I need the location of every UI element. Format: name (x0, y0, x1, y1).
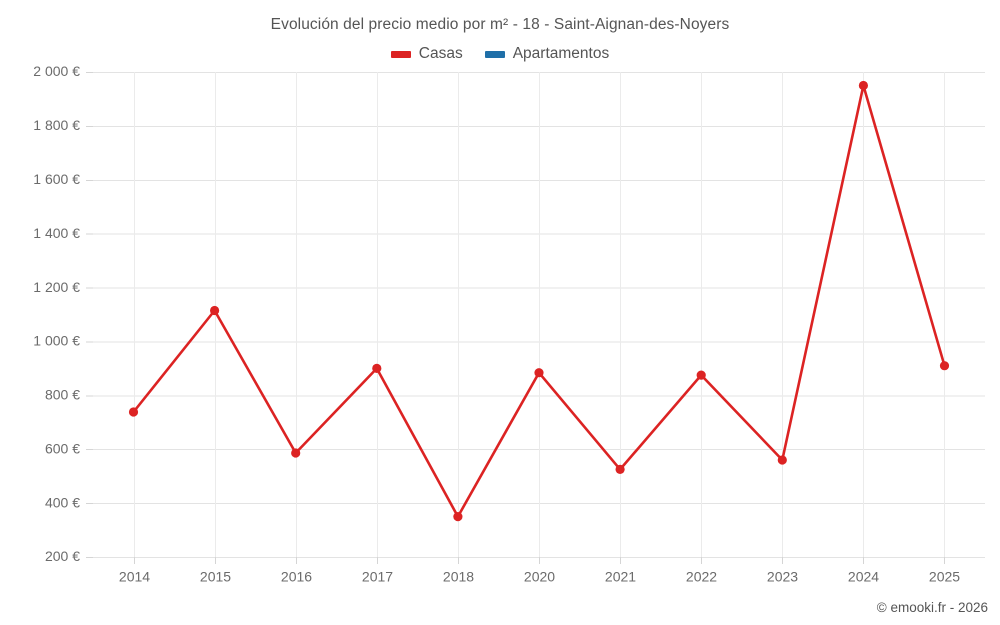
y-axis-tick-label: 400 € (45, 494, 80, 510)
x-axis-tick-label: 2025 (929, 568, 960, 584)
legend-item-casas[interactable]: Casas (390, 45, 463, 63)
data-point-casas[interactable] (291, 448, 301, 458)
x-axis-tick-label: 2021 (605, 568, 636, 584)
legend-item-apartamentos[interactable]: Apartamentos (484, 45, 610, 63)
data-point-casas[interactable] (858, 80, 869, 91)
y-axis-tick-label: 1 200 € (33, 279, 80, 295)
y-axis-tick-label: 1 800 € (33, 117, 80, 133)
data-point-casas[interactable] (939, 361, 950, 371)
legend-label-casas: Casas (418, 45, 463, 62)
chart-title: Evolución del precio medio por m² - 18 -… (270, 16, 730, 33)
x-axis-tick-label: 2017 (362, 568, 393, 584)
chart-legend: Casas Apartamentos (0, 45, 1000, 63)
y-axis-tick-label: 1 400 € (33, 225, 80, 241)
data-point-casas[interactable] (777, 455, 787, 465)
data-point-casas[interactable] (615, 464, 625, 474)
y-axis-tick-label: 600 € (45, 440, 80, 456)
x-axis-tick-label: 2020 (524, 568, 555, 584)
x-axis-tick-label: 2023 (767, 568, 798, 584)
legend-swatch-icon-casas (390, 50, 411, 58)
data-point-casas[interactable] (696, 370, 706, 380)
y-axis-tick-label: 1 000 € (33, 333, 80, 349)
legend-label-apartamentos: Apartamentos (512, 45, 610, 62)
y-axis-tick-label: 2 000 € (33, 63, 80, 79)
x-axis-tick-label: 2022 (686, 568, 717, 584)
y-axis-tick-label: 800 € (45, 387, 80, 403)
legend-swatch-icon-apartamentos (484, 50, 505, 58)
y-axis-tick-label: 200 € (45, 548, 80, 564)
data-point-casas[interactable] (372, 363, 382, 373)
copyright-credit: © emooki.fr - 2026 (876, 600, 988, 615)
x-axis-tick-label: 2016 (281, 568, 312, 584)
x-axis-tick-label: 2014 (119, 568, 150, 584)
data-point-casas[interactable] (128, 407, 139, 417)
data-point-casas[interactable] (210, 305, 220, 316)
y-axis-tick-label: 1 600 € (33, 171, 80, 187)
data-point-casas[interactable] (534, 368, 544, 378)
x-axis-tick-label: 2024 (848, 568, 879, 584)
data-point-casas[interactable] (453, 511, 463, 522)
x-axis-tick-label: 2018 (443, 568, 474, 584)
x-axis-tick-label: 2015 (200, 568, 231, 584)
